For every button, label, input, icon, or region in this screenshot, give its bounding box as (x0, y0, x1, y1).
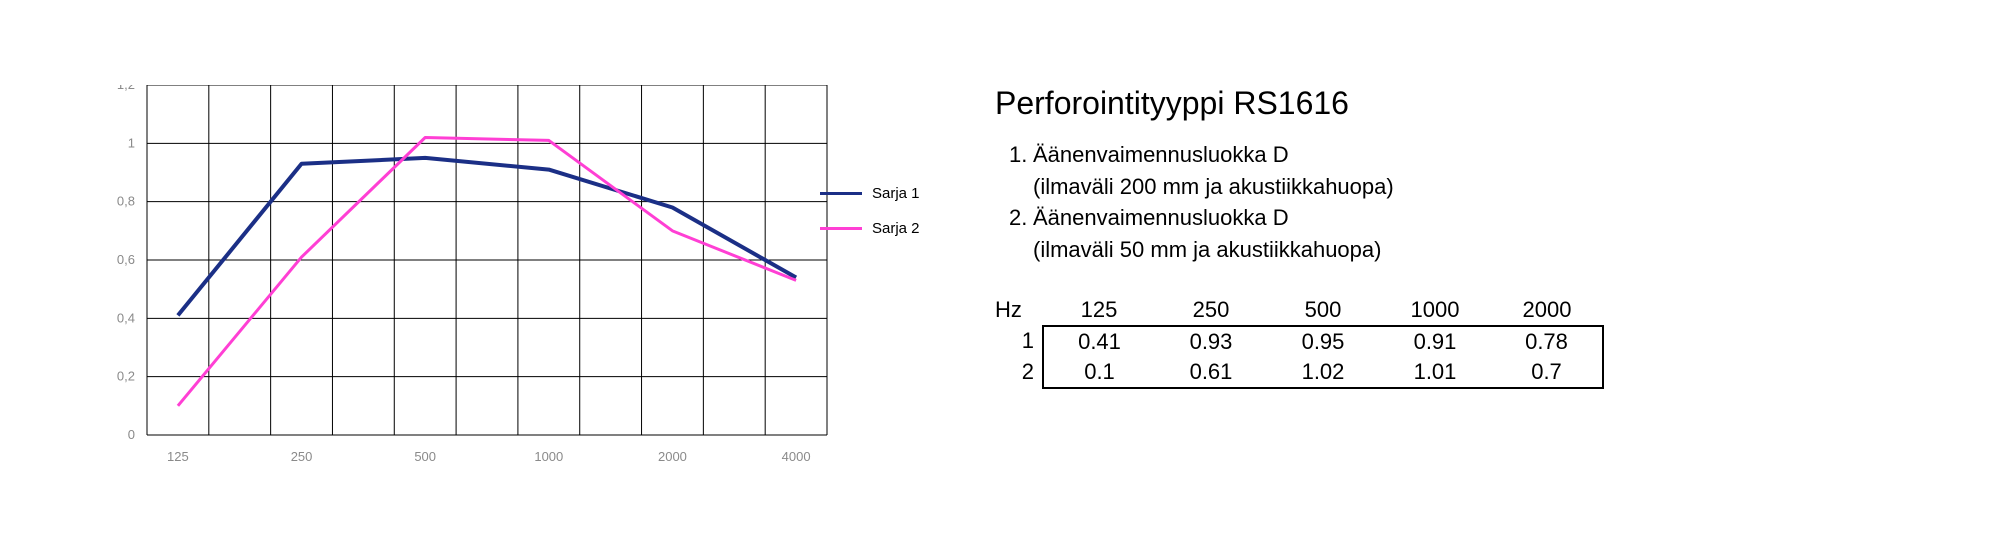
desc-text-line1: Äänenvaimennusluokka D (1033, 140, 1695, 170)
xtick-label: 4000 (782, 449, 811, 464)
table-col-header: 2000 (1491, 295, 1603, 326)
panel-title: Perforointityyppi RS1616 (995, 85, 1695, 122)
xtick-label: 250 (291, 449, 313, 464)
legend-item-2: Sarja 2 (820, 220, 920, 237)
table-row: 20.10.611.021.010.7 (995, 357, 1603, 388)
table-cell: 0.93 (1155, 326, 1267, 357)
legend-label: Sarja 2 (872, 220, 920, 237)
legend-swatch (820, 227, 862, 230)
line-chart: 0 0,2 0,4 0,6 0,8 1 1,2 125 250 500 1000 2000 4000 (95, 85, 915, 485)
table-cell: 1.02 (1267, 357, 1379, 388)
desc-item-1: 1.Äänenvaimennusluokka D (995, 140, 1695, 170)
desc-number: 1. (995, 140, 1033, 170)
legend-item-1: Sarja 1 (820, 185, 920, 202)
table-cell: 0.41 (1043, 326, 1155, 357)
desc-item-1-sub: (ilmaväli 200 mm ja akustiikkahuopa) (995, 172, 1695, 202)
chart-legend: Sarja 1 Sarja 2 (820, 185, 920, 255)
ytick-label: 0,4 (117, 310, 135, 325)
desc-number-pad (995, 172, 1033, 202)
table-cell: 0.61 (1155, 357, 1267, 388)
desc-item-2: 2.Äänenvaimennusluokka D (995, 203, 1695, 233)
xtick-label: 1000 (534, 449, 563, 464)
table-row: 10.410.930.950.910.78 (995, 326, 1603, 357)
legend-label: Sarja 1 (872, 185, 920, 202)
table-cell: 0.78 (1491, 326, 1603, 357)
chart-svg: 0 0,2 0,4 0,6 0,8 1 1,2 125 250 500 1000 2000 4000 (95, 85, 855, 485)
ytick-label: 0,8 (117, 194, 135, 209)
table-row-label: 2 (995, 357, 1043, 388)
table-hz-header: Hz (995, 295, 1043, 326)
description-list: 1.Äänenvaimennusluokka D(ilmaväli 200 mm… (995, 140, 1695, 265)
table-col-header: 250 (1155, 295, 1267, 326)
data-table: Hz1252505001000200010.410.930.950.910.78… (995, 295, 1604, 389)
ytick-label: 0,2 (117, 369, 135, 384)
info-panel: Perforointityyppi RS1616 1.Äänenvaimennu… (995, 85, 1695, 389)
table-row-label: 1 (995, 326, 1043, 357)
table-cell: 0.91 (1379, 326, 1491, 357)
xtick-label: 125 (167, 449, 189, 464)
desc-item-2-sub: (ilmaväli 50 mm ja akustiikkahuopa) (995, 235, 1695, 265)
ytick-label: 0,6 (117, 252, 135, 267)
desc-text-line2: (ilmaväli 200 mm ja akustiikkahuopa) (1033, 172, 1695, 202)
table-cell: 0.1 (1043, 357, 1155, 388)
desc-text-line2: (ilmaväli 50 mm ja akustiikkahuopa) (1033, 235, 1695, 265)
xtick-label: 500 (414, 449, 436, 464)
legend-swatch (820, 192, 862, 195)
table-col-header: 500 (1267, 295, 1379, 326)
table-cell: 0.95 (1267, 326, 1379, 357)
ytick-label: 1,2 (117, 85, 135, 92)
table-header-row: Hz12525050010002000 (995, 295, 1603, 326)
ytick-label: 1 (128, 135, 135, 150)
page-root: 00,20,40,60,811,2125250500100020004000 S… (0, 0, 2013, 545)
table-cell: 0.7 (1491, 357, 1603, 388)
table-col-header: 1000 (1379, 295, 1491, 326)
xtick-label: 2000 (658, 449, 687, 464)
table-cell: 1.01 (1379, 357, 1491, 388)
desc-text-line1: Äänenvaimennusluokka D (1033, 203, 1695, 233)
ytick-label: 0 (128, 427, 135, 442)
desc-number: 2. (995, 203, 1033, 233)
table-col-header: 125 (1043, 295, 1155, 326)
desc-number-pad (995, 235, 1033, 265)
